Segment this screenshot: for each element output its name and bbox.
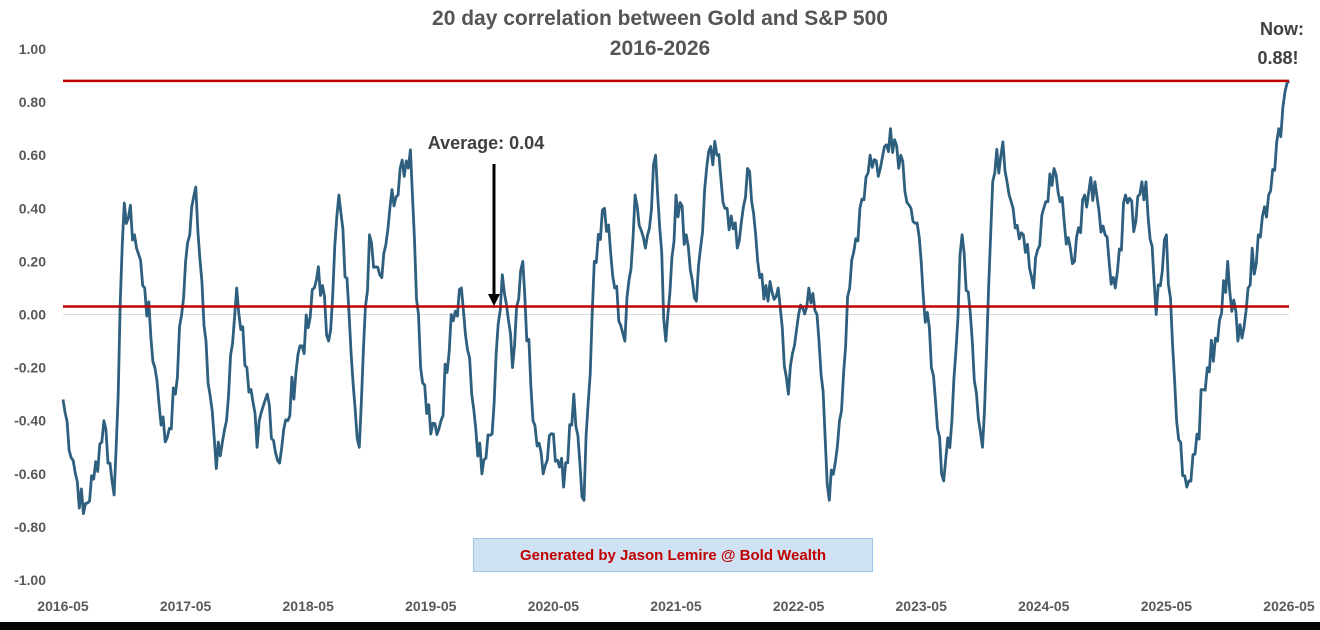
y-tick-label: 1.00 xyxy=(19,41,46,57)
chart-title-line-2: 2016-2026 xyxy=(610,37,710,60)
x-tick-label: 2022-05 xyxy=(773,598,825,614)
y-tick-label: 0.40 xyxy=(19,200,46,216)
average-label: Average: 0.04 xyxy=(428,133,544,153)
y-tick-label: -1.00 xyxy=(14,572,46,588)
x-tick-label: 2024-05 xyxy=(1018,598,1070,614)
x-tick-label: 2026-05 xyxy=(1263,598,1315,614)
chart-title-line-1: 20 day correlation between Gold and S&P … xyxy=(432,7,888,30)
y-tick-label: -0.60 xyxy=(14,466,46,482)
y-axis: 1.00 0.80 0.60 0.40 0.20 0.00 -0.20 -0.40 -0.60 -… xyxy=(14,41,46,588)
x-tick-label: 2018-05 xyxy=(283,598,335,614)
y-tick-label: -0.20 xyxy=(14,360,46,376)
y-tick-label: 0.00 xyxy=(19,307,46,323)
y-tick-label: 0.80 xyxy=(19,94,46,110)
y-tick-label: 0.60 xyxy=(19,147,46,163)
y-tick-label: -0.40 xyxy=(14,413,46,429)
x-tick-label: 2017-05 xyxy=(160,598,212,614)
x-axis: 2016-05 2017-05 2018-05 2019-05 2020-05 2021-… xyxy=(37,598,1315,614)
x-tick-label: 2023-05 xyxy=(896,598,948,614)
x-tick-label: 2020-05 xyxy=(528,598,580,614)
x-tick-label: 2021-05 xyxy=(650,598,702,614)
x-tick-label: 2016-05 xyxy=(37,598,89,614)
x-tick-label: 2019-05 xyxy=(405,598,457,614)
watermark-banner: Generated by Jason Lemire @ Bold Wealth xyxy=(473,538,873,572)
series-line-correlation xyxy=(61,79,1291,515)
y-tick-label: 0.20 xyxy=(19,253,46,269)
now-label-line-1: Now: xyxy=(1260,19,1304,39)
y-tick-label: -0.80 xyxy=(14,519,46,535)
average-arrow-head xyxy=(488,294,500,306)
x-tick-label: 2025-05 xyxy=(1141,598,1193,614)
bottom-border xyxy=(0,622,1320,630)
now-label-line-2: 0.88! xyxy=(1257,48,1298,68)
